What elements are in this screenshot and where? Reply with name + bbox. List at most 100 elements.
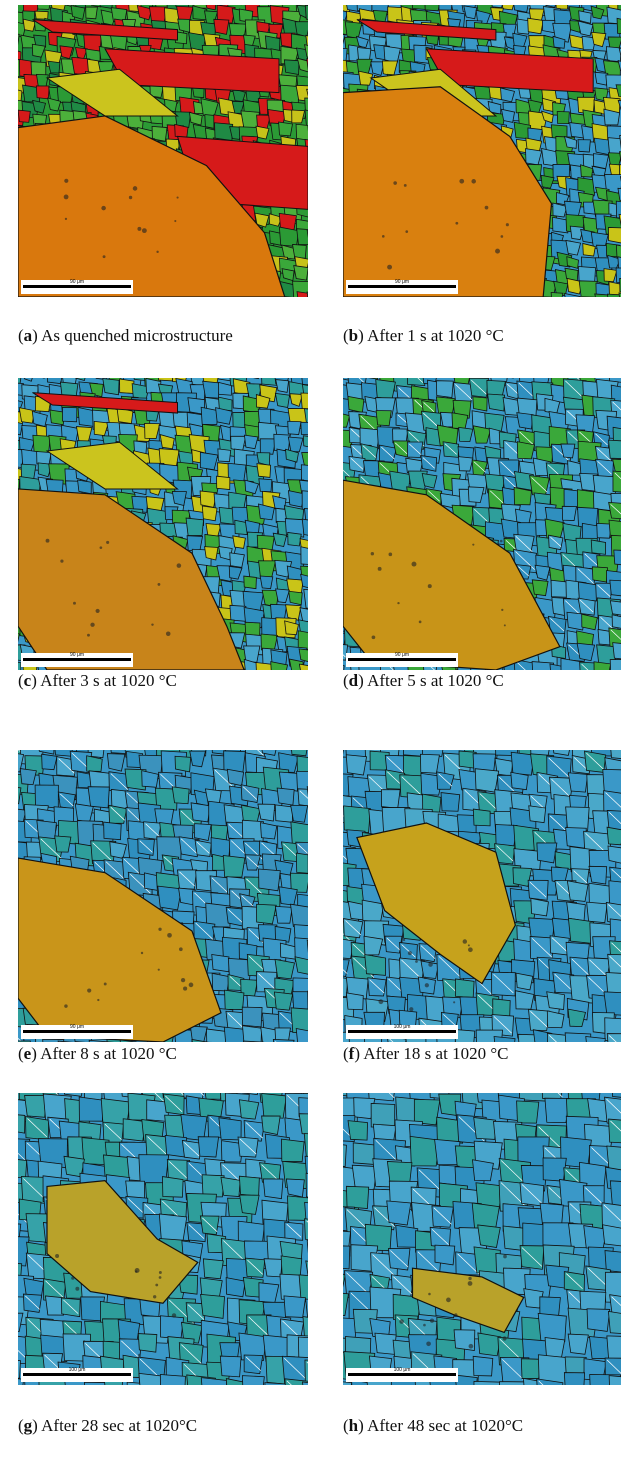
grain — [612, 615, 621, 630]
pore — [428, 584, 432, 588]
grains — [343, 378, 621, 670]
grain — [298, 789, 308, 807]
grain — [517, 1101, 539, 1123]
grain — [286, 1179, 304, 1197]
grain — [296, 124, 308, 140]
grain — [578, 140, 590, 152]
grain — [218, 449, 231, 462]
caption: (a) As quenched microstructure — [18, 326, 233, 346]
grain — [436, 381, 453, 398]
grain — [364, 936, 383, 955]
grain — [198, 1137, 218, 1157]
pore — [55, 1254, 59, 1258]
grain — [610, 1181, 621, 1208]
caption-text: ) After 1 s at 1020 °C — [358, 326, 504, 345]
grain — [301, 422, 308, 435]
pore — [166, 631, 171, 636]
grain — [103, 378, 119, 394]
pore — [97, 999, 99, 1001]
caption-letter: b — [349, 326, 358, 345]
grain — [216, 476, 229, 489]
pore — [415, 960, 418, 963]
grain — [78, 480, 92, 494]
grain — [277, 788, 294, 805]
grain — [381, 790, 400, 809]
grain — [62, 407, 76, 421]
grain — [203, 1093, 222, 1099]
grain — [259, 479, 272, 492]
grain — [589, 866, 607, 884]
grain — [203, 381, 220, 398]
grain — [531, 898, 549, 916]
grain — [262, 1116, 281, 1135]
pore — [412, 562, 417, 567]
pore — [75, 1287, 79, 1291]
grain — [297, 229, 308, 245]
pore — [423, 1324, 426, 1327]
grain — [231, 436, 246, 451]
grain — [568, 1009, 585, 1026]
pore — [399, 1319, 404, 1324]
pore — [468, 1277, 471, 1280]
grain — [36, 86, 49, 99]
grain — [396, 1225, 418, 1247]
pore — [409, 1007, 413, 1011]
caption-letter: d — [349, 671, 358, 690]
scale-bar-label: 90 μm — [70, 652, 84, 658]
grain — [55, 836, 71, 852]
grain — [35, 785, 58, 808]
scale-bar — [23, 658, 131, 661]
pore — [404, 184, 407, 187]
grain — [365, 954, 386, 975]
pore — [183, 987, 187, 991]
grain — [375, 1333, 396, 1354]
scale-bar — [348, 1373, 456, 1376]
pore — [103, 255, 106, 258]
caption: (d) After 5 s at 1020 °C — [343, 671, 504, 691]
pore — [64, 179, 68, 183]
grain — [279, 122, 293, 136]
grain — [276, 380, 289, 393]
pore — [468, 944, 470, 946]
grain — [230, 605, 246, 621]
pore — [372, 635, 376, 639]
grain — [517, 413, 533, 429]
grain — [212, 955, 229, 972]
grain — [511, 772, 528, 789]
grain — [187, 536, 202, 551]
grain — [346, 1186, 368, 1208]
grain — [118, 1320, 140, 1342]
grain — [472, 1160, 493, 1181]
grain — [212, 973, 230, 991]
grain — [120, 379, 134, 393]
grain — [474, 1117, 496, 1139]
scale-bar — [348, 285, 456, 288]
pore — [382, 235, 385, 238]
pore — [167, 933, 172, 938]
grain — [228, 463, 246, 481]
pore — [174, 220, 176, 222]
grain — [564, 1373, 584, 1385]
grain — [545, 519, 564, 538]
grain — [160, 1316, 183, 1339]
grain — [475, 769, 498, 792]
pore — [428, 962, 432, 966]
grain — [33, 435, 50, 452]
grain — [566, 807, 590, 831]
grain — [567, 881, 588, 902]
grain — [274, 992, 292, 1010]
grain — [301, 547, 308, 565]
grain — [191, 803, 210, 822]
grain — [214, 19, 229, 34]
pore — [153, 1295, 156, 1298]
grain — [230, 553, 245, 568]
grain — [36, 74, 48, 86]
pore — [506, 223, 509, 226]
scale-bar-label: 90 μm — [70, 1024, 84, 1030]
grain — [619, 293, 621, 297]
grains — [18, 1093, 308, 1385]
pore — [142, 228, 147, 233]
grain — [162, 1177, 183, 1198]
pore — [104, 983, 107, 986]
